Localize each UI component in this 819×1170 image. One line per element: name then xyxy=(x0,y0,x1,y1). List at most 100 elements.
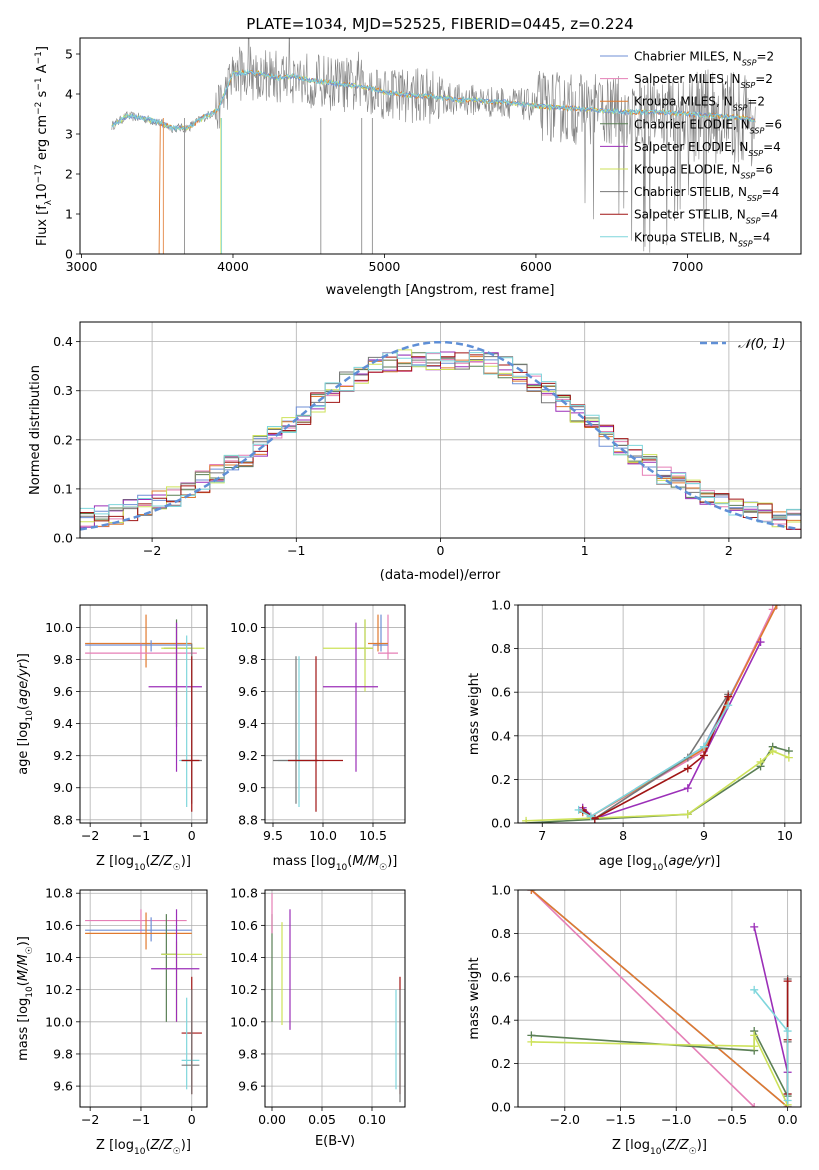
x-tick-label: 10.0 xyxy=(309,828,337,843)
legend-text: =6 xyxy=(755,163,773,177)
y-tick-label: 9.4 xyxy=(53,716,73,731)
label-part: )] xyxy=(710,854,720,869)
weight-line-chabrier_stelib xyxy=(582,693,729,820)
y-axis-label: Flux [fλ10−17 erg cm−2 s−1 A−1] xyxy=(34,46,54,246)
label-part: )] xyxy=(16,653,31,663)
x-tick-label: 0 xyxy=(437,543,445,558)
legend-label: Salpeter STELIB, NSSP=4 xyxy=(634,208,778,226)
y-tick-label: 9.0 xyxy=(53,780,73,795)
spectrum-panel: 3000 4000 5000 6000 7000 0 1 2 3 4 5 wavelength [An… xyxy=(34,37,802,298)
legend-sub: SSP xyxy=(742,58,757,67)
legend-label: Kroupa STELIB, NSSP=4 xyxy=(634,230,770,248)
x-axis-label: mass [log10(M/M☉)] xyxy=(273,854,398,873)
plot-area xyxy=(85,614,205,812)
label-part: ] xyxy=(35,46,50,51)
y-tick-label: 9.8 xyxy=(53,652,73,667)
label-part: age/yr xyxy=(16,662,31,705)
label-part: ☉ xyxy=(379,863,387,873)
label-part: M/M xyxy=(16,954,31,981)
legend-sub: SSP xyxy=(747,194,762,203)
label-part: ( xyxy=(145,1138,150,1153)
x-tick-label: −2 xyxy=(81,828,99,843)
y-tick-label: 9.0 xyxy=(238,780,258,795)
x-tick-label: 4000 xyxy=(217,259,249,274)
data-marker xyxy=(699,742,708,751)
y-tick-label: 10.0 xyxy=(230,620,258,635)
x-tick-label: 10 xyxy=(777,828,793,843)
legend-sub: SSP xyxy=(738,239,753,248)
y-tick-label: 9.4 xyxy=(238,716,258,731)
y-tick-label: 5 xyxy=(65,47,73,62)
label-part: s xyxy=(35,90,50,101)
data-marker xyxy=(772,605,781,609)
data-marker xyxy=(750,985,759,994)
y-tick-label: 0.0 xyxy=(491,1100,511,1115)
y-tick-label: 2 xyxy=(65,167,73,182)
label-part: ( xyxy=(661,1138,666,1153)
legend-text: Chabrier STELIB, N xyxy=(634,185,747,199)
legend-sub: SSP xyxy=(748,148,763,157)
label-part: 10 xyxy=(134,863,146,873)
y-tick-label: 10.6 xyxy=(230,918,258,933)
plot-area xyxy=(522,605,793,823)
legend-sub: SSP xyxy=(750,126,765,135)
label-part: ( xyxy=(16,705,31,710)
x-axis-label: Z [log10(Z/Z☉)] xyxy=(612,1138,707,1157)
x-tick-label: 7000 xyxy=(671,259,703,274)
label-part: 10 xyxy=(35,183,50,200)
data-marker xyxy=(699,751,708,760)
label-part: ( xyxy=(145,854,150,869)
x-axis-label: wavelength [Angstrom, rest frame] xyxy=(326,283,555,298)
y-tick-label: 10.2 xyxy=(45,982,73,997)
y-tick-label: 0.2 xyxy=(491,772,511,787)
data-marker xyxy=(586,812,595,821)
label-part: ☉ xyxy=(173,863,181,873)
weight-line-chabrier_miles xyxy=(582,605,778,818)
weight-line-salpeter_elodie xyxy=(753,926,789,1107)
x-tick-label: 1 xyxy=(581,543,589,558)
label-part: ( xyxy=(16,981,31,986)
x-tick-label: −0.5 xyxy=(717,1112,747,1127)
plot-area xyxy=(80,340,801,538)
legend-text: Salpeter MILES, N xyxy=(634,72,741,86)
legend-text: =2 xyxy=(756,50,774,64)
weight-line-salpeter_miles xyxy=(530,890,755,1107)
data-marker xyxy=(768,747,777,756)
x-tick-label: 2 xyxy=(725,543,733,558)
y-tick-label: 1.0 xyxy=(491,883,511,898)
data-marker xyxy=(783,1027,792,1036)
x-tick-label: −2 xyxy=(81,1112,99,1127)
label-part: ☉ xyxy=(25,946,35,954)
x-tick-label: −1.0 xyxy=(661,1112,691,1127)
legend-label: Chabrier ELODIE, NSSP=6 xyxy=(634,117,782,135)
y-tick-label: 10.2 xyxy=(230,982,258,997)
legend-label: Salpeter ELODIE, NSSP=4 xyxy=(634,140,781,158)
y-tick-label: 0.3 xyxy=(53,383,73,398)
legend-label: Kroupa MILES, NSSP=2 xyxy=(634,95,765,113)
y-tick-label: 9.6 xyxy=(238,1079,258,1094)
data-marker xyxy=(527,1037,536,1046)
plot-area xyxy=(273,614,398,812)
legend-text: =2 xyxy=(747,95,765,109)
data-marker xyxy=(783,977,792,986)
y-tick-label: 0.8 xyxy=(491,641,511,656)
x-tick-label: −1 xyxy=(132,828,150,843)
legend-text: Chabrier MILES, N xyxy=(634,50,742,64)
legend-label: 𝒩(0, 1) xyxy=(738,337,785,352)
x-tick-label: 3000 xyxy=(66,259,98,274)
y-tick-label: 4 xyxy=(65,87,73,102)
y-tick-label: 10.4 xyxy=(230,950,258,965)
y-tick-label: 0.1 xyxy=(53,481,73,496)
x-tick-label: −1 xyxy=(132,1112,150,1127)
y-tick-label: 9.2 xyxy=(53,748,73,763)
label-part: ☉ xyxy=(173,1147,181,1157)
age-vs-mass-panel: 9.5 10.0 10.5 8.8 9.0 9.2 9.4 9.6 9.8 10.0 mass [l… xyxy=(230,604,406,873)
weight-line-kroupa_elodie xyxy=(531,1035,789,1106)
x-tick-label: 5000 xyxy=(369,259,401,274)
y-tick-label: 8.8 xyxy=(53,812,73,827)
x-tick-label: 0 xyxy=(188,828,196,843)
y-tick-label: 9.8 xyxy=(238,652,258,667)
legend-label: Chabrier STELIB, NSSP=4 xyxy=(634,185,779,203)
